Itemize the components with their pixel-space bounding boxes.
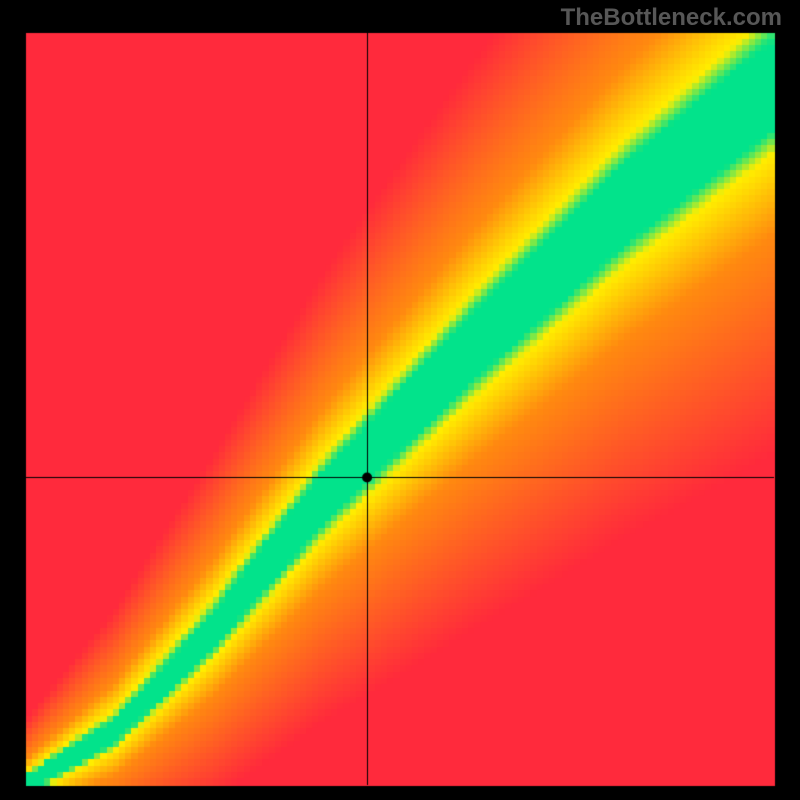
chart-container: TheBottleneck.com xyxy=(0,0,800,800)
bottleneck-heatmap xyxy=(0,0,800,800)
watermark-text: TheBottleneck.com xyxy=(561,4,782,32)
